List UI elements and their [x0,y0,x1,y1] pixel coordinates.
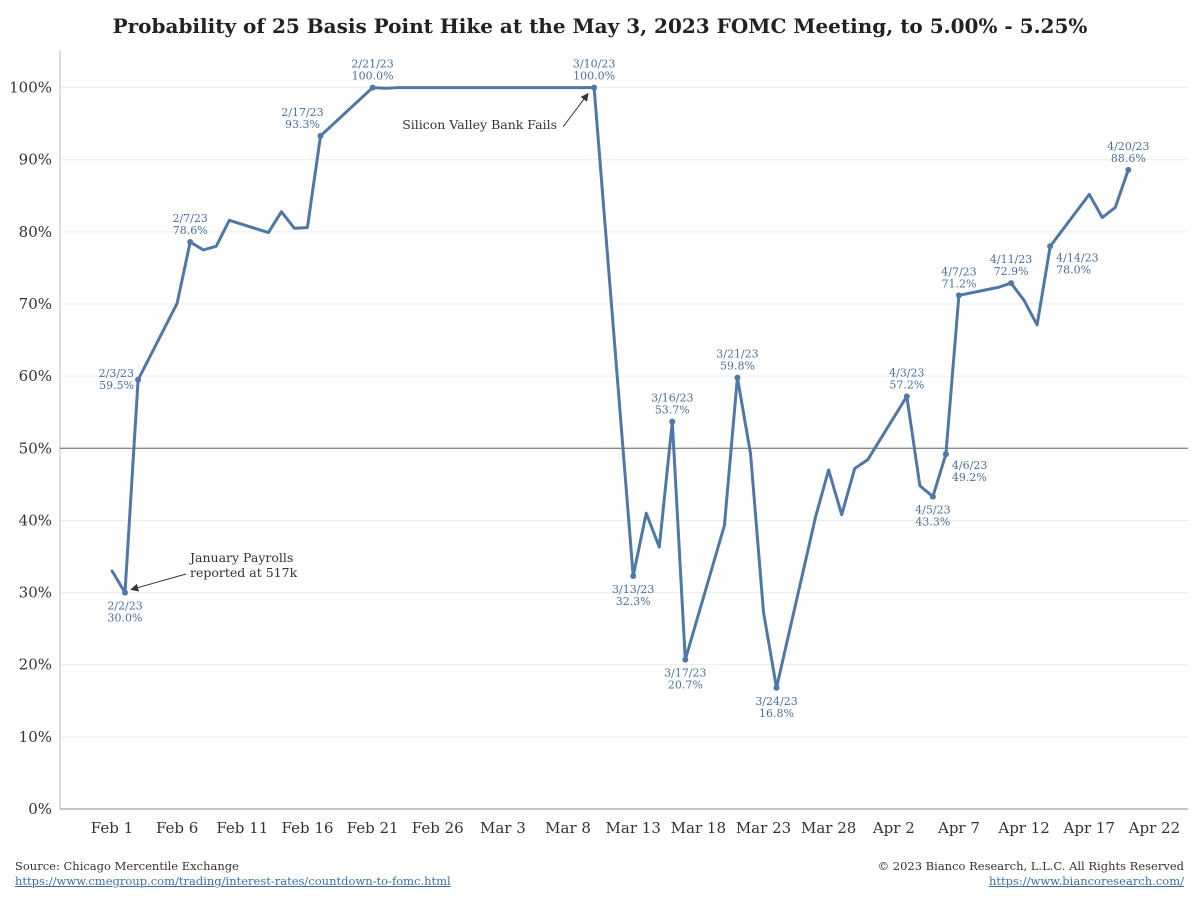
website-link[interactable]: https://www.biancoresearch.com/ [988,874,1184,888]
data-label-date: 2/2/23 [107,600,142,613]
x-tick-label: Mar 8 [545,819,591,837]
payrolls-annotation: reported at 517k [190,565,298,580]
data-label-value: 32.3% [616,595,651,608]
data-label-date: 4/3/23 [889,366,924,379]
data-label-date: 4/11/23 [990,253,1032,266]
data-label-value: 57.2% [889,378,924,391]
data-point [369,84,376,91]
payrolls-annotation: January Payrolls [188,550,293,565]
svb-annotation: Silicon Valley Bank Fails [402,117,557,132]
data-label-value: 100.0% [573,70,615,83]
data-label-date: 3/13/23 [612,583,654,596]
data-label-date: 3/17/23 [664,667,706,680]
data-label-date: 2/17/23 [281,106,323,119]
x-tick-label: Mar 3 [480,819,526,837]
data-label-date: 4/6/23 [952,459,987,472]
x-tick-label: Mar 23 [736,819,791,837]
data-point [929,493,936,500]
data-point [317,132,324,139]
data-label-value: 72.9% [994,265,1029,278]
y-tick-label: 20% [19,656,52,674]
data-point [734,374,741,381]
data-label-value: 93.3% [285,118,320,131]
data-label-value: 59.8% [720,360,755,373]
y-tick-label: 30% [19,584,52,602]
x-tick-label: Feb 16 [281,819,333,837]
source-block: Source: Chicago Mercentile Exchange http… [15,859,451,889]
data-label-value: 88.6% [1111,152,1146,165]
data-label-date: 4/7/23 [941,265,976,278]
data-label-value: 78.0% [1056,263,1091,276]
data-label-value: 71.2% [941,277,976,290]
data-label-date: 4/20/23 [1107,140,1149,153]
data-point [1047,243,1054,250]
x-tick-label: Mar 18 [671,819,726,837]
y-tick-label: 100% [9,79,52,97]
x-tick-label: Feb 1 [91,819,133,837]
source-label: Source: Chicago Mercentile Exchange [15,859,239,873]
data-point [955,292,962,299]
x-tick-label: Feb 26 [412,819,464,837]
data-label-date: 2/7/23 [172,212,207,225]
data-label-value: 30.0% [108,612,143,625]
data-point [1125,166,1132,173]
y-tick-label: 60% [19,367,52,385]
x-tick-label: Apr 22 [1128,819,1180,837]
x-tick-label: Apr 7 [937,819,980,837]
data-label-date: 4/14/23 [1056,251,1098,264]
series-line [110,86,1130,690]
data-label-value: 20.7% [668,679,703,692]
y-tick-label: 90% [19,151,52,169]
data-label-date: 4/5/23 [915,504,950,517]
payrolls-arrow [130,573,187,592]
data-label-date: 3/10/23 [573,58,615,71]
data-label-date: 3/16/23 [651,392,693,405]
data-point [591,84,598,91]
data-label-date: 3/24/23 [755,695,797,708]
y-tick-label: 50% [19,439,52,457]
data-point [773,684,780,691]
y-tick-label: 70% [19,295,52,313]
data-point [122,589,129,596]
x-tick-label: Apr 17 [1063,819,1115,837]
data-point [682,656,689,663]
data-point [942,451,949,458]
data-point [630,572,637,579]
svb-arrow [562,92,589,128]
data-point [669,418,676,425]
data-label-date: 2/21/23 [351,58,393,71]
data-label-value: 53.7% [655,404,690,417]
data-label-value: 59.5% [99,379,134,392]
x-tick-label: Apr 2 [872,819,915,837]
copyright-block: © 2023 Bianco Research, L.L.C. All Right… [878,859,1184,889]
chart-title: Probability of 25 Basis Point Hike at th… [112,14,1088,38]
x-tick-label: Mar 28 [801,819,856,837]
x-tick-label: Mar 13 [606,819,661,837]
y-tick-label: 10% [19,728,52,746]
data-label-date: 3/21/23 [716,348,758,361]
x-tick-label: Apr 12 [997,819,1049,837]
data-label-value: 16.8% [759,707,794,720]
x-tick-label: Feb 21 [347,819,399,837]
data-point [903,393,910,400]
copyright-text: © 2023 Bianco Research, L.L.C. All Right… [877,859,1184,873]
y-tick-label: 0% [28,800,52,818]
source-link[interactable]: https://www.cmegroup.com/trading/interes… [15,874,451,888]
data-label-value: 78.6% [173,224,208,237]
data-point [135,376,142,383]
data-point [187,238,194,245]
x-tick-label: Feb 11 [216,819,268,837]
x-tick-label: Feb 6 [156,819,198,837]
y-tick-label: 80% [19,223,52,241]
data-point [1008,280,1015,287]
y-tick-label: 40% [19,511,52,529]
data-label-date: 2/3/23 [99,367,134,380]
data-label-value: 43.3% [915,516,950,529]
data-label-value: 49.2% [952,471,987,484]
data-label-value: 100.0% [352,70,394,83]
